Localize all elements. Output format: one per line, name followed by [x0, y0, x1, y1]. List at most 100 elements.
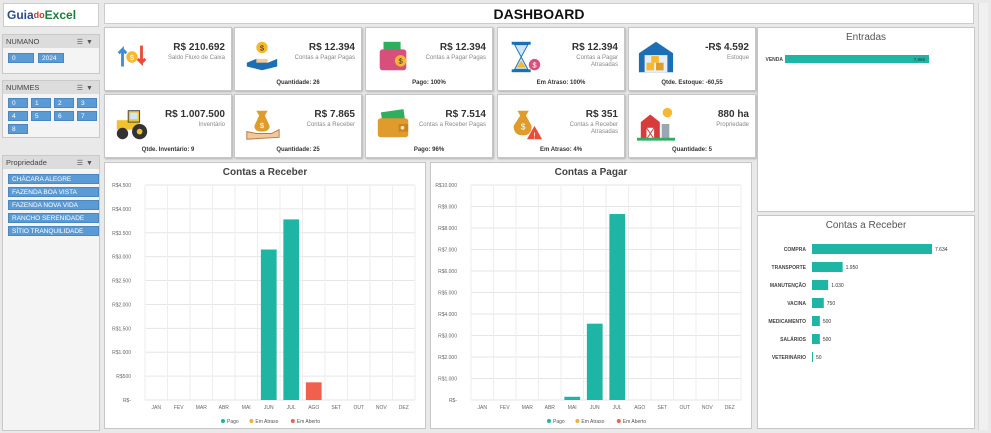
- legend-label: Em Atraso: [255, 419, 278, 425]
- category-label: SALÁRIOS: [780, 336, 807, 343]
- kpi-label: Contas a Receber Pagas: [418, 122, 486, 128]
- bar-pago: [283, 219, 300, 400]
- legend-marker: [616, 419, 621, 423]
- logo: Guia do Excel: [3, 3, 99, 27]
- x-tick-label: JUL: [613, 405, 622, 411]
- data-label: 500: [823, 337, 832, 343]
- kpi-value: R$ 12.394: [439, 42, 486, 53]
- svg-text:$: $: [260, 121, 265, 130]
- y-tick-label: R$2.000: [438, 355, 457, 361]
- svg-text:$: $: [260, 43, 265, 52]
- bar: [812, 280, 829, 290]
- y-tick-label: R$6.000: [438, 269, 457, 275]
- y-tick-label: R$1.500: [112, 326, 131, 332]
- kpi-value: -R$ 4.592: [705, 42, 749, 53]
- kpi-value: R$ 12.394: [571, 42, 618, 53]
- slicer-item[interactable]: SÍTIO TRANQUILIDADE: [8, 226, 99, 236]
- slicer-item[interactable]: 0: [8, 53, 34, 63]
- slicer-item[interactable]: FAZENDA BOA VISTA: [8, 187, 99, 197]
- slicer-item[interactable]: FAZENDA NOVA VIDA: [8, 200, 99, 210]
- slicer-item[interactable]: 7: [77, 111, 97, 121]
- category-label: MANUTENÇÃO: [770, 282, 806, 289]
- data-label: 7.865: [914, 57, 926, 62]
- y-tick-label: R$4.500: [112, 183, 131, 189]
- filter-clear-icon[interactable]: ☰▼: [76, 38, 96, 46]
- slicer-item[interactable]: 4: [8, 111, 28, 121]
- slicer-item[interactable]: CHÁCARA ALEGRE: [8, 174, 99, 184]
- hourglass-icon: $: [511, 41, 541, 73]
- logo-part-excel: Excel: [44, 8, 77, 22]
- x-tick-label: ABR: [219, 405, 230, 411]
- legend-label: Pago: [227, 419, 239, 425]
- farm-icon: [637, 107, 675, 141]
- kpi-label: Contas a Receber Atrasadas: [569, 122, 618, 135]
- y-tick-label: R$3.000: [438, 334, 457, 340]
- slicer-item[interactable]: 8: [8, 124, 28, 134]
- kpi-footer: Em Atraso: 100%: [536, 80, 586, 86]
- y-tick-label: R$4.000: [438, 312, 457, 318]
- kpi-card-contas-pagar-pagas-pct: $ R$ 12.394 Contas a Pagar Pagas Pago: 1…: [365, 27, 493, 91]
- svg-text:$: $: [398, 57, 403, 66]
- kpi-label: Contas a Pagar Atrasadas: [576, 55, 618, 68]
- hbar-chart-entradas: VENDA 7.865: [765, 55, 929, 63]
- legend-label: Em Aberto: [623, 419, 647, 425]
- category-label: MEDICAMENTO: [768, 319, 806, 325]
- bar-pago: [609, 214, 626, 400]
- slicer-item[interactable]: 2024: [38, 53, 64, 63]
- slicer-item[interactable]: RANCHO SERENIDADE: [8, 213, 99, 223]
- bar-pago: [586, 323, 603, 400]
- slicer-numano: NUMANO ☰▼ 0 2024: [2, 34, 100, 74]
- data-label: 1.950: [846, 265, 859, 271]
- x-tick-label: MAI: [242, 405, 251, 411]
- kpi-footer: Em Atraso: 4%: [539, 147, 583, 153]
- kpi-card-estoque: -R$ 4.592 Estoque Qtde. Estoque: -60,55: [628, 27, 756, 91]
- x-tick-label: MAI: [568, 405, 577, 411]
- slicer-item[interactable]: 6: [54, 111, 74, 121]
- kpi-value: R$ 351: [585, 109, 618, 120]
- x-tick-label: ABR: [545, 405, 556, 411]
- y-tick-label: R$2.000: [112, 302, 131, 308]
- bar: [812, 298, 824, 308]
- svg-text:$: $: [532, 60, 537, 69]
- chart-panel-entradas: Entradas VENDA 7.865: [757, 27, 975, 212]
- legend-marker: [249, 419, 254, 423]
- x-tick-label: OUT: [353, 405, 364, 411]
- data-label: 750: [827, 301, 836, 307]
- y-tick-label: R$8.000: [438, 226, 457, 232]
- kpi-footer: Pago: 100%: [412, 80, 446, 86]
- category-label: VACINA: [787, 301, 806, 307]
- slicer-item[interactable]: 3: [77, 98, 97, 108]
- legend-marker: [547, 419, 551, 423]
- slicer-item[interactable]: 5: [31, 111, 51, 121]
- x-tick-label: MAR: [522, 405, 534, 411]
- filter-clear-icon[interactable]: ☰▼: [76, 159, 96, 167]
- x-tick-label: DEZ: [725, 405, 735, 411]
- logo-part-guia: Guia: [7, 8, 34, 22]
- slicer-item[interactable]: 0: [8, 98, 28, 108]
- kpi-footer: Pago: 96%: [413, 147, 445, 153]
- y-tick-label: R$1.000: [438, 377, 457, 383]
- legend-label: Em Atraso: [581, 419, 604, 425]
- kpi-card-contas-receber-pagas: R$ 7.514 Contas a Receber Pagas Pago: 96…: [365, 94, 493, 158]
- x-tick-label: OUT: [679, 405, 690, 411]
- x-tick-label: JUN: [590, 405, 600, 411]
- bar: [812, 334, 820, 344]
- y-tick-label: R$2.500: [112, 279, 131, 285]
- slicer-title: NUMMES: [6, 83, 40, 92]
- slicer-item[interactable]: 1: [31, 98, 51, 108]
- chart-title: Contas a Pagar: [554, 167, 628, 178]
- kpi-label: Contas a Receber: [306, 122, 355, 128]
- slicer-propriedade: Propriedade ☰▼ CHÁCARA ALEGRE FAZENDA BOA…: [2, 155, 100, 431]
- chart-panel-contas-pagar-mensal: Contas a Pagar R$- R$1.000 R$2.000 R$3.000 R…: [430, 162, 752, 429]
- legend-label: Em Aberto: [297, 419, 321, 425]
- category-label: VETERINÁRIO: [772, 354, 806, 361]
- kpi-value: R$ 1.007.500: [164, 109, 225, 120]
- vertical-scrollbar[interactable]: [978, 3, 988, 430]
- bar: [812, 316, 820, 326]
- kpi-card-contas-pagar-atrasadas: $ R$ 12.394 Contas a Pagar Atrasadas Em …: [497, 27, 625, 91]
- kpi-value: R$ 210.692: [173, 42, 225, 53]
- bar-chart-contas-receber: R$- R$500 R$1.000 R$1.500 R$2.000 R$2.500 R$3.…: [112, 183, 416, 425]
- filter-clear-icon[interactable]: ☰▼: [76, 84, 96, 92]
- hand-money-bag-icon: $: [246, 110, 280, 140]
- slicer-item[interactable]: 2: [54, 98, 74, 108]
